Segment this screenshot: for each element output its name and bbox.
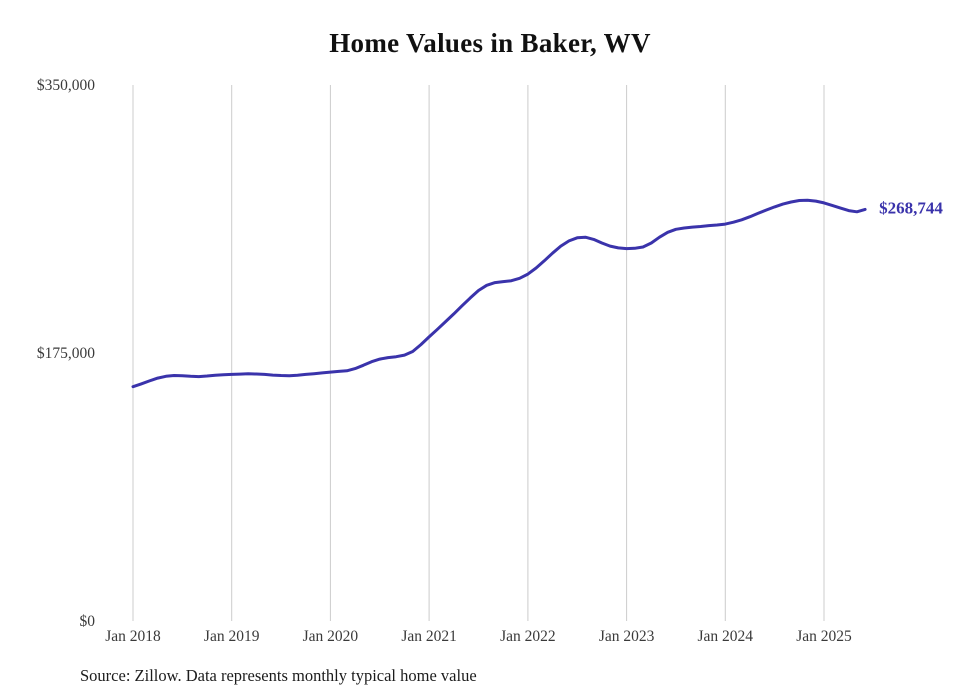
y-axis-tick-label: $350,000 [37, 77, 95, 94]
y-axis-tick-label: $175,000 [37, 345, 95, 362]
end-value-label: $268,744 [879, 198, 943, 217]
x-axis-tick-label: Jan 2025 [796, 628, 852, 645]
x-axis-tick-label: Jan 2020 [303, 628, 359, 645]
y-axis-tick-label: $0 [80, 613, 96, 630]
home-value-series-line [131, 198, 867, 389]
x-axis-tick-label: Jan 2019 [204, 628, 260, 645]
x-axis-tick-label: Jan 2018 [105, 628, 161, 645]
x-axis-tick-label: Jan 2024 [698, 628, 754, 645]
x-axis-tick-label: Jan 2021 [401, 628, 457, 645]
source-note: Source: Zillow. Data represents monthly … [80, 666, 477, 685]
x-axis-tick-label: Jan 2023 [599, 628, 655, 645]
chart-title: Home Values in Baker, WV [329, 28, 651, 58]
x-axis-tick-label: Jan 2022 [500, 628, 556, 645]
